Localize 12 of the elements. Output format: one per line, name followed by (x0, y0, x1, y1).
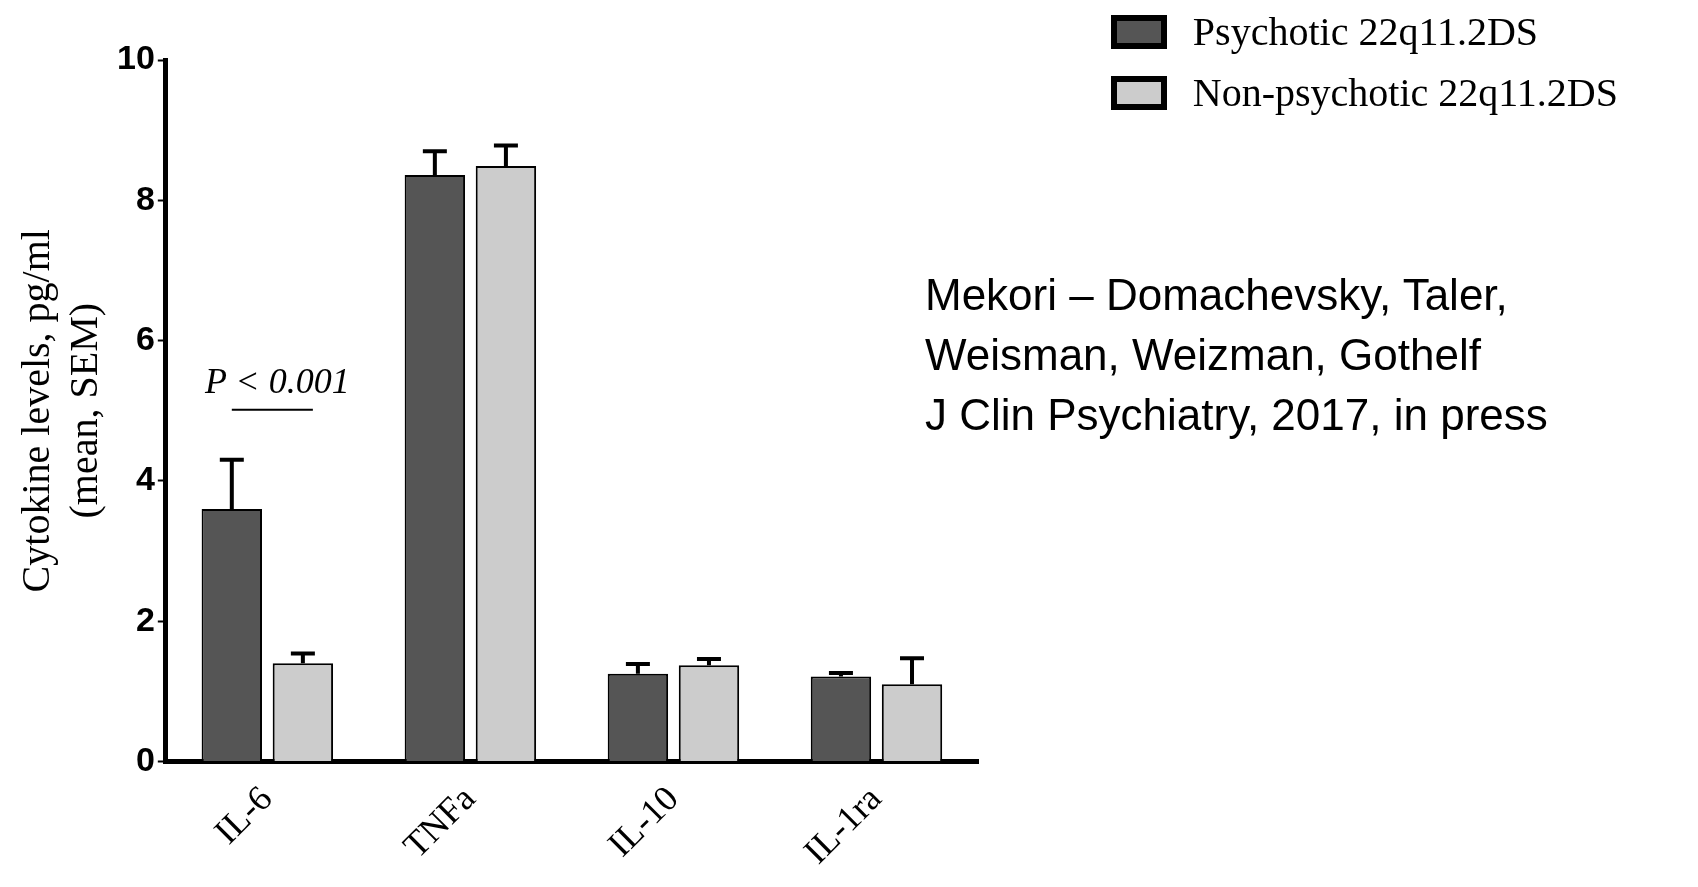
annotation: Mekori – Domachevsky, Taler, Weisman, Weizman, Gothelf J Clin Psychiatry, 2017, in press (925, 270, 1548, 440)
y-tick-label: 0 (135, 739, 155, 778)
y-axis-title: Cytokine levels, pg/ml (mean, SEM) (12, 229, 106, 593)
y-tick-label: 6 (135, 318, 155, 357)
legend-label: Non-psychotic 22q11.2DS (1192, 69, 1618, 116)
legend-label: Psychotic 22q11.2DS (1192, 8, 1539, 55)
y-tick-label: 4 (135, 459, 155, 498)
x-tick-label: IL-6 (206, 777, 280, 852)
y-tick-label: 2 (135, 599, 155, 638)
y-tick-label: 10 (116, 38, 155, 77)
annotation: P < 0.001 (204, 361, 350, 402)
y-tick-label: 8 (135, 178, 155, 217)
